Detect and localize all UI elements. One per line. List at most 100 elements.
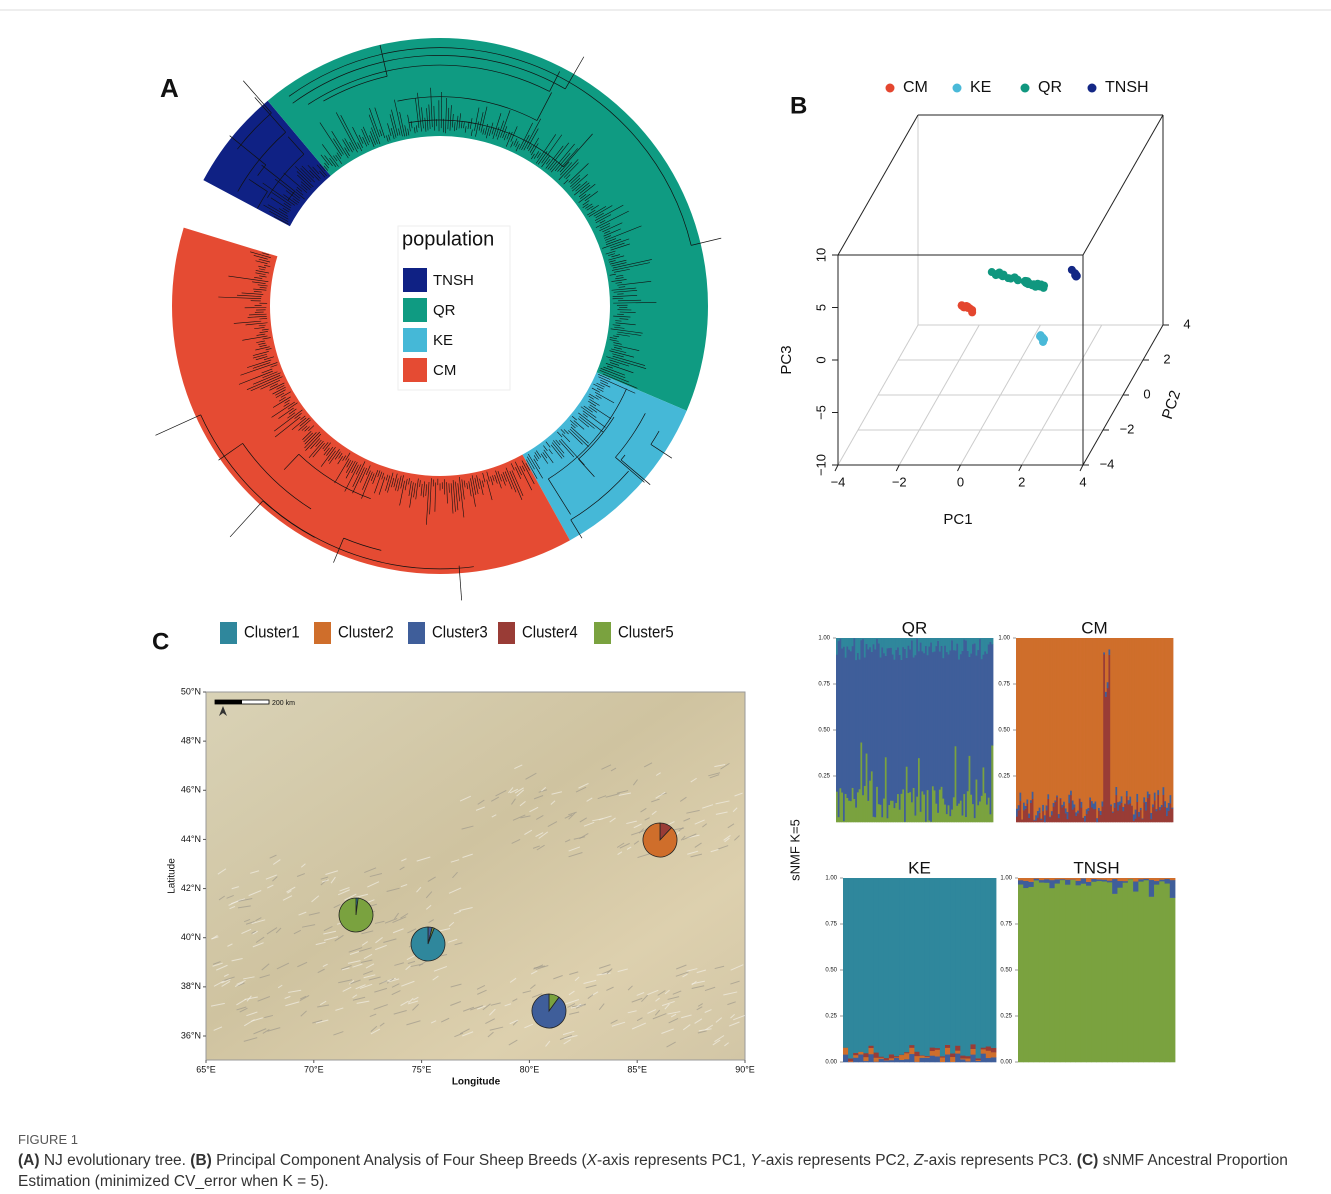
z-tick-label: 5 (813, 304, 828, 311)
ancestry-segment (971, 1054, 977, 1062)
ancestry-segment (960, 1055, 966, 1058)
ancestry-segment (920, 878, 926, 1055)
legend-label: TNSH (433, 272, 474, 289)
ancestry-segment (960, 878, 966, 1056)
caption-part: -axis represents PC1, (597, 1152, 750, 1169)
ancestry-segment (1128, 879, 1134, 1062)
legend-label: QR (1038, 79, 1062, 96)
lon-tick-label: 85°E (627, 1064, 647, 1074)
structure-title: QR (902, 618, 928, 637)
x-tick-label: −4 (831, 474, 846, 489)
ancestry-segment (991, 745, 993, 822)
ancestry-segment (894, 1058, 900, 1063)
structure-tick-label: 0.50 (998, 728, 1010, 734)
ancestry-segment (1034, 878, 1040, 879)
legend-label: TNSH (1105, 79, 1149, 96)
legend-label: KE (970, 79, 991, 96)
ancestry-segment (1049, 880, 1055, 888)
panel-label: B (790, 92, 807, 119)
ancestry-segment (863, 1053, 869, 1057)
axis-line (838, 115, 918, 255)
pie-slice (643, 823, 677, 857)
ancestry-segment (950, 1053, 956, 1057)
lon-tick-label: 75°E (412, 1064, 432, 1074)
ancestry-segment (894, 878, 900, 1056)
pca-point (961, 303, 969, 311)
legend-swatch (220, 622, 237, 644)
ancestry-segment (1070, 880, 1076, 1063)
ancestry-segment (869, 1048, 875, 1055)
ancestry-segment (1117, 887, 1123, 1062)
ancestry-segment (1081, 878, 1087, 884)
ancestry-segment (1138, 879, 1144, 882)
ancestry-segment (1039, 880, 1045, 883)
ancestry-segment (863, 878, 869, 1053)
legend-dot (1021, 84, 1030, 93)
ancestry-segment (925, 1058, 931, 1063)
ancestry-segment (1138, 878, 1144, 879)
caption-part: NJ evolutionary tree. (40, 1152, 191, 1169)
ancestry-segment (1171, 809, 1173, 823)
ancestry-segment (879, 878, 885, 1057)
ancestry-segment (976, 878, 982, 1058)
panel-label: A (160, 73, 179, 103)
ancestry-segment (1081, 883, 1087, 1062)
ancestry-segment (1044, 882, 1050, 1062)
z-tick-label: −10 (813, 454, 828, 476)
ancestry-segment (1091, 879, 1097, 882)
ancestry-segment (1055, 878, 1061, 879)
ancestry-segment (874, 1058, 880, 1062)
ancestry-segment (1133, 891, 1139, 1062)
lat-tick-label: 40°N (181, 932, 201, 942)
ancestry-segment (991, 1048, 997, 1053)
ancestry-segment (981, 1053, 987, 1062)
figure: ApopulationTNSHQRKECMBCMKEQRTNSH−4−2024−… (0, 0, 1331, 1125)
ancestry-segment (1123, 882, 1129, 1062)
ancestry-segment (1112, 894, 1118, 1063)
ancestry-segment (1049, 888, 1055, 1062)
ancestry-segment (1097, 878, 1103, 880)
tree-branch (155, 415, 200, 436)
ancestry-segment (1018, 880, 1024, 885)
ancestry-segment (1065, 878, 1071, 880)
x-tick-label: 0 (957, 474, 964, 489)
ancestry-segment (884, 1058, 890, 1060)
caption-text: (A) NJ evolutionary tree. (B) Principal … (18, 1150, 1308, 1192)
ancestry-segment (1154, 884, 1160, 1062)
y-axis-label: PC2 (1159, 388, 1184, 421)
structure-tick-label: 0.75 (998, 682, 1010, 688)
ancestry-segment (1165, 878, 1171, 879)
ancestry-segment (1049, 878, 1055, 880)
lat-tick-label: 42°N (181, 883, 201, 893)
ancestry-segment (940, 1057, 946, 1062)
legend-label: KE (433, 332, 453, 349)
legend-dot (886, 84, 895, 93)
ancestry-segment (858, 878, 864, 1052)
ancestry-segment (935, 878, 941, 1048)
structure-title: CM (1081, 618, 1107, 637)
ancestry-segment (1086, 882, 1092, 886)
ancestry-segment (1023, 888, 1029, 1063)
ancestry-segment (955, 1053, 961, 1062)
structure-tick-label: 1.00 (998, 636, 1010, 642)
ancestry-segment (853, 1057, 859, 1062)
ancestry-segment (965, 1056, 971, 1059)
legend-label: Cluster4 (522, 624, 578, 642)
ancestry-segment (945, 1054, 951, 1062)
ancestry-segment (1091, 881, 1097, 1062)
legend-label: CM (433, 362, 456, 379)
legend-label: Cluster2 (338, 624, 394, 642)
lon-tick-label: 80°E (520, 1064, 540, 1074)
ancestry-segment (935, 1048, 941, 1050)
ancestry-segment (843, 878, 849, 1048)
y-tick-label: −2 (1120, 421, 1135, 436)
ancestry-segment (1117, 878, 1123, 881)
ancestry-segment (904, 1053, 910, 1059)
ancestry-segment (884, 878, 890, 1058)
ancestry-segment (869, 1054, 875, 1062)
legend-swatch (403, 328, 427, 352)
ancestry-segment (1070, 878, 1076, 880)
caption-part: -axis represents PC2, (761, 1152, 914, 1169)
ancestry-segment (848, 1058, 854, 1061)
caption-part: (B) (190, 1152, 212, 1169)
